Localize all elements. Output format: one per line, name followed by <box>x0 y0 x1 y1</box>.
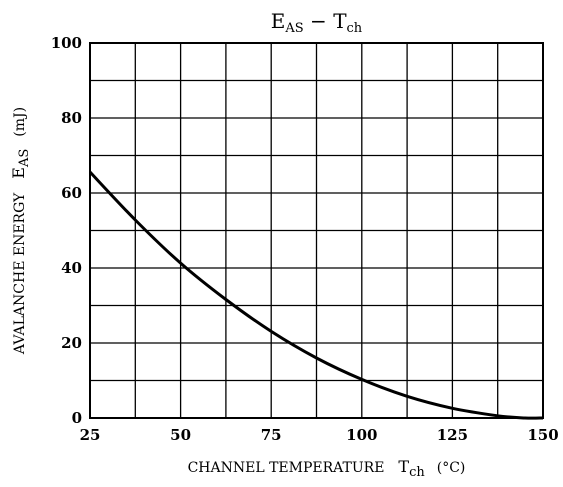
x-tick-label: 75 <box>261 426 282 444</box>
x-axis-label: CHANNEL TEMPERATURE Tch (°C) <box>188 457 466 480</box>
x-tick-label: 25 <box>80 426 101 444</box>
x-tick-label: 100 <box>346 426 377 444</box>
x-tick-label: 125 <box>437 426 468 444</box>
series-line <box>88 170 544 420</box>
plot-area <box>88 170 544 420</box>
y-tick-label: 0 <box>72 409 82 427</box>
tick-labels: 25 50 75 100 125 150 0 20 40 60 80 100 <box>51 34 559 444</box>
y-tick-label: 100 <box>51 34 82 52</box>
y-tick-label: 60 <box>61 184 82 202</box>
y-tick-label: 40 <box>61 259 82 277</box>
x-tick-label: 150 <box>527 426 558 444</box>
y-tick-label: 80 <box>61 109 82 127</box>
plot-frame <box>89 42 544 419</box>
y-tick-label: 20 <box>61 334 82 352</box>
grid <box>90 43 543 418</box>
chart-title: EAS − Tch <box>271 9 363 36</box>
x-tick-label: 50 <box>170 426 191 444</box>
y-axis-label: AVALANCHE ENERGYEAS(mJ) <box>9 107 32 355</box>
